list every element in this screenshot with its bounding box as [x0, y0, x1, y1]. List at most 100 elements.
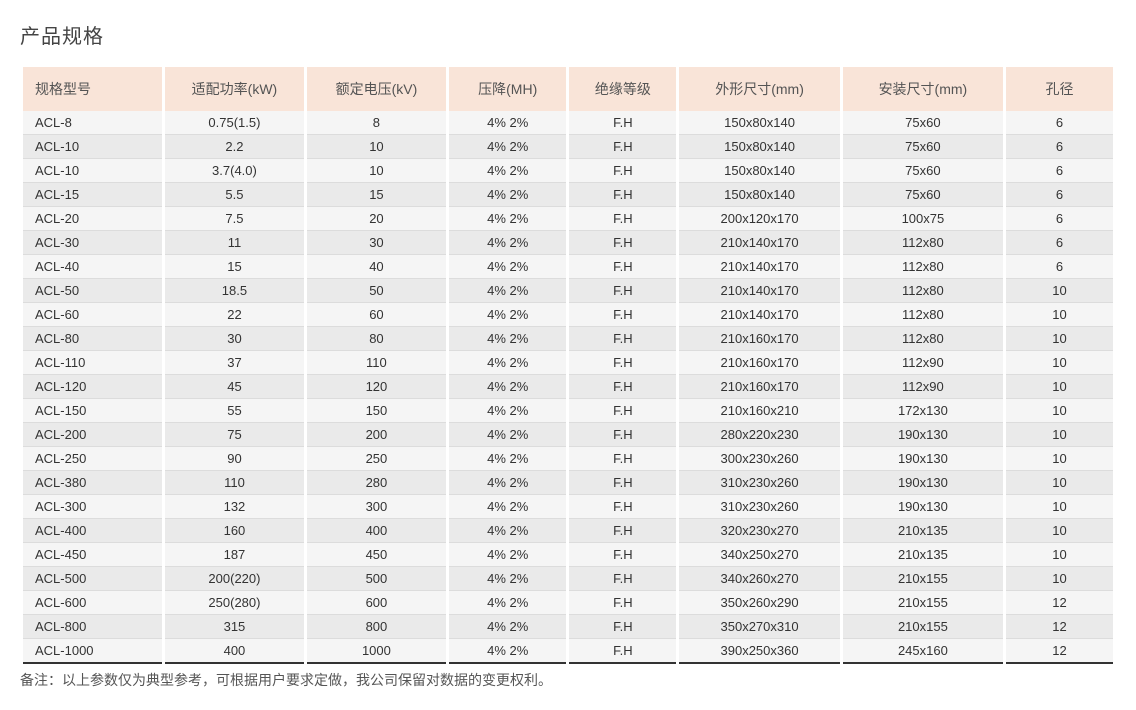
table-cell: 4% 2%	[449, 183, 567, 207]
table-cell: 75x60	[843, 135, 1003, 159]
table-cell: 4% 2%	[449, 135, 567, 159]
table-cell: ACL-1000	[23, 639, 162, 664]
table-cell: 190x130	[843, 423, 1003, 447]
table-row: ACL-155.5154% 2%F.H150x80x14075x606	[23, 183, 1113, 207]
table-cell: ACL-500	[23, 567, 162, 591]
table-cell: 4% 2%	[449, 423, 567, 447]
table-cell: 112x90	[843, 375, 1003, 399]
table-cell: ACL-10	[23, 135, 162, 159]
table-cell: 80	[307, 327, 446, 351]
table-cell: F.H	[569, 327, 676, 351]
table-cell: 300x230x260	[679, 447, 839, 471]
col-header: 安装尺寸(mm)	[843, 67, 1003, 111]
table-cell: 6	[1006, 159, 1113, 183]
table-cell: 200x120x170	[679, 207, 839, 231]
table-cell: 4% 2%	[449, 207, 567, 231]
table-cell: 450	[307, 543, 446, 567]
table-cell: 1000	[307, 639, 446, 664]
table-header-row: 规格型号适配功率(kW)额定电压(kV)压降(MH)绝缘等级外形尺寸(mm)安装…	[23, 67, 1113, 111]
table-cell: 150x80x140	[679, 159, 839, 183]
table-row: ACL-5018.5504% 2%F.H210x140x170112x8010	[23, 279, 1113, 303]
table-cell: ACL-30	[23, 231, 162, 255]
table-cell: 12	[1006, 639, 1113, 664]
table-cell: F.H	[569, 447, 676, 471]
table-cell: 400	[307, 519, 446, 543]
table-cell: 6	[1006, 111, 1113, 135]
table-cell: ACL-15	[23, 183, 162, 207]
table-cell: 200(220)	[165, 567, 304, 591]
table-cell: ACL-20	[23, 207, 162, 231]
table-cell: 210x155	[843, 615, 1003, 639]
table-row: ACL-250902504% 2%F.H300x230x260190x13010	[23, 447, 1113, 471]
table-row: ACL-120451204% 2%F.H210x160x170112x9010	[23, 375, 1113, 399]
table-cell: 45	[165, 375, 304, 399]
table-cell: 4% 2%	[449, 303, 567, 327]
table-cell: 10	[307, 135, 446, 159]
table-cell: 6	[1006, 255, 1113, 279]
table-cell: 4% 2%	[449, 471, 567, 495]
table-cell: 10	[1006, 447, 1113, 471]
table-cell: 245x160	[843, 639, 1003, 664]
table-cell: 210x140x170	[679, 303, 839, 327]
table-cell: ACL-50	[23, 279, 162, 303]
table-cell: 4% 2%	[449, 615, 567, 639]
table-row: ACL-3001323004% 2%F.H310x230x260190x1301…	[23, 495, 1113, 519]
table-cell: F.H	[569, 303, 676, 327]
table-cell: 10	[1006, 327, 1113, 351]
table-cell: 4% 2%	[449, 255, 567, 279]
table-cell: ACL-120	[23, 375, 162, 399]
table-cell: 250(280)	[165, 591, 304, 615]
table-cell: 160	[165, 519, 304, 543]
table-cell: 150	[307, 399, 446, 423]
table-row: ACL-3011304% 2%F.H210x140x170112x806	[23, 231, 1113, 255]
table-cell: F.H	[569, 135, 676, 159]
table-row: ACL-4015404% 2%F.H210x140x170112x806	[23, 255, 1113, 279]
table-cell: 2.2	[165, 135, 304, 159]
table-cell: 300	[307, 495, 446, 519]
col-header: 额定电压(kV)	[307, 67, 446, 111]
footnote: 备注：以上参数仅为典型参考，可根据用户要求定做，我公司保留对数据的变更权利。	[20, 670, 1116, 690]
table-cell: 55	[165, 399, 304, 423]
table-cell: 190x130	[843, 495, 1003, 519]
table-cell: 500	[307, 567, 446, 591]
table-cell: ACL-8	[23, 111, 162, 135]
table-row: ACL-8030804% 2%F.H210x160x170112x8010	[23, 327, 1113, 351]
table-row: ACL-3801102804% 2%F.H310x230x260190x1301…	[23, 471, 1113, 495]
spec-page: 产品规格 规格型号适配功率(kW)额定电压(kV)压降(MH)绝缘等级外形尺寸(…	[0, 0, 1136, 710]
table-cell: 210x140x170	[679, 279, 839, 303]
table-cell: 6	[1006, 183, 1113, 207]
table-cell: 210x160x170	[679, 375, 839, 399]
table-cell: 112x90	[843, 351, 1003, 375]
table-cell: 4% 2%	[449, 327, 567, 351]
table-cell: 40	[307, 255, 446, 279]
table-cell: 172x130	[843, 399, 1003, 423]
table-cell: 75	[165, 423, 304, 447]
table-cell: 210x160x210	[679, 399, 839, 423]
col-header: 外形尺寸(mm)	[679, 67, 839, 111]
table-cell: 30	[307, 231, 446, 255]
table-cell: 10	[1006, 303, 1113, 327]
table-cell: 190x130	[843, 471, 1003, 495]
table-cell: F.H	[569, 231, 676, 255]
table-cell: F.H	[569, 495, 676, 519]
table-cell: F.H	[569, 567, 676, 591]
table-cell: 50	[307, 279, 446, 303]
table-cell: F.H	[569, 159, 676, 183]
table-cell: 110	[307, 351, 446, 375]
table-cell: 600	[307, 591, 446, 615]
table-cell: F.H	[569, 471, 676, 495]
table-cell: 18.5	[165, 279, 304, 303]
table-cell: 37	[165, 351, 304, 375]
col-header: 孔径	[1006, 67, 1113, 111]
table-cell: 10	[1006, 543, 1113, 567]
table-cell: 10	[1006, 375, 1113, 399]
table-cell: 210x140x170	[679, 255, 839, 279]
table-row: ACL-4501874504% 2%F.H340x250x270210x1351…	[23, 543, 1113, 567]
table-cell: 4% 2%	[449, 399, 567, 423]
table-cell: 340x260x270	[679, 567, 839, 591]
table-cell: 10	[1006, 567, 1113, 591]
table-cell: F.H	[569, 639, 676, 664]
table-cell: 3.7(4.0)	[165, 159, 304, 183]
table-cell: 310x230x260	[679, 495, 839, 519]
table-cell: 0.75(1.5)	[165, 111, 304, 135]
